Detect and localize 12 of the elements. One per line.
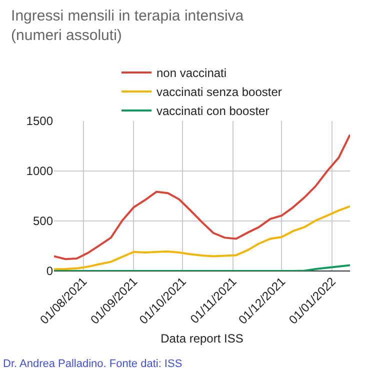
y-tick-label: 1000 [26, 164, 54, 178]
legend-label: vaccinati senza booster [156, 85, 282, 100]
y-tick-label: 0 [46, 264, 54, 278]
y-tick-label: 1500 [26, 114, 54, 128]
y-tick-label: 500 [32, 214, 54, 228]
text: Dr. Andrea Palladino. Fonte dati: ISS [3, 358, 182, 370]
line-series [54, 205, 350, 270]
x-axis-title: Data report ISS [160, 332, 244, 346]
line-series [54, 134, 350, 260]
legend-label: non vaccinati [156, 66, 227, 80]
legend-label: vaccinati con booster [156, 104, 270, 118]
chart-title: Ingressi mensili in terapia intensiva (numeri assoluti) [11, 8, 244, 44]
